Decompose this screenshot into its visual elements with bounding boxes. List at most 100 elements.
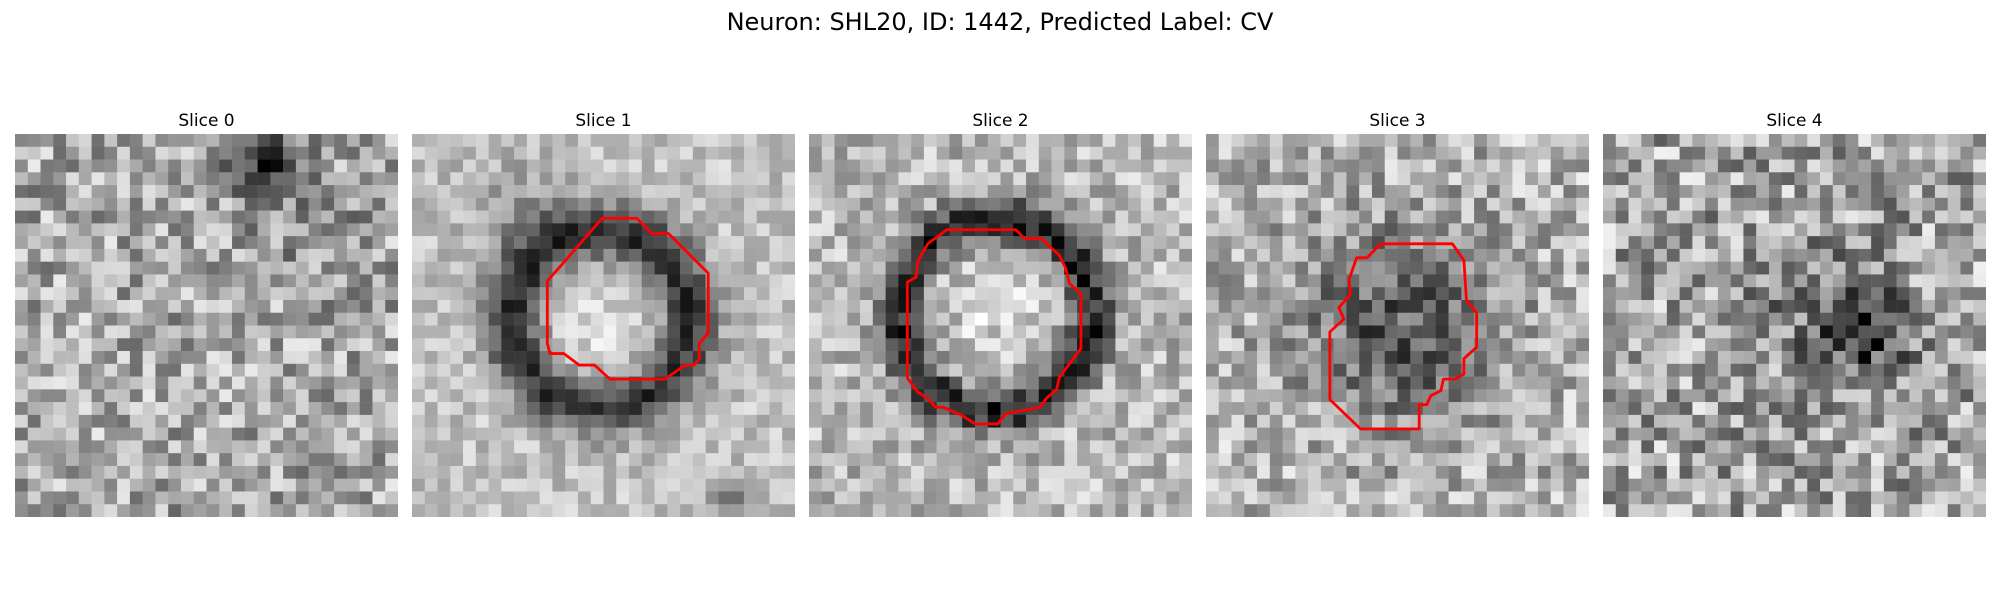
pixel (1947, 134, 1961, 148)
pixel (1371, 274, 1385, 288)
pixel (1896, 159, 1910, 173)
pixel (962, 338, 976, 352)
pixel (78, 299, 92, 313)
pixel (1666, 351, 1680, 365)
pixel (1333, 491, 1347, 505)
pixel (1832, 465, 1846, 479)
pixel (488, 185, 502, 199)
pixel (718, 504, 732, 517)
pixel (1794, 465, 1808, 479)
pixel (1423, 427, 1437, 441)
pixel (1474, 478, 1488, 492)
pixel (1883, 197, 1897, 211)
pixel (1666, 210, 1680, 224)
pixel (539, 453, 553, 467)
pixel (539, 172, 553, 186)
pixel (1960, 427, 1974, 441)
pixel (1077, 453, 1091, 467)
pixel (1371, 159, 1385, 173)
pixel (15, 376, 29, 390)
pixel (129, 248, 143, 262)
pixel (1705, 363, 1719, 377)
pixel (1896, 210, 1910, 224)
pixel (15, 427, 29, 441)
pixel (283, 351, 297, 365)
pixel (1743, 338, 1757, 352)
pixel (1448, 325, 1462, 339)
pixel (974, 299, 988, 313)
pixel (1179, 146, 1192, 160)
pixel (244, 440, 258, 454)
pixel (1550, 338, 1564, 352)
pixel (219, 491, 233, 505)
pixel (1692, 299, 1706, 313)
pixel (641, 363, 655, 377)
pixel (769, 197, 783, 211)
pixel (1013, 325, 1027, 339)
pixel (1628, 274, 1642, 288)
pixel (270, 402, 284, 416)
pixel (1397, 261, 1411, 275)
pixel (1486, 146, 1500, 160)
pixel (1486, 185, 1500, 199)
pixel (1231, 389, 1245, 403)
pixel (1909, 172, 1923, 186)
pixel (872, 351, 886, 365)
pixel (1730, 236, 1744, 250)
pixel (936, 287, 950, 301)
pixel (1692, 504, 1706, 517)
pixel (1461, 414, 1475, 428)
pixel (1537, 389, 1551, 403)
pixel (1410, 274, 1424, 288)
pixel (155, 210, 169, 224)
pixel (1000, 465, 1014, 479)
pixel (219, 210, 233, 224)
pixel (91, 134, 105, 148)
pixel (463, 351, 477, 365)
pixel (1858, 325, 1872, 339)
pixel (1051, 402, 1065, 416)
pixel (821, 453, 835, 467)
pixel (1537, 134, 1551, 148)
pixel (949, 197, 963, 211)
pixel (1922, 223, 1936, 237)
pixel (1666, 223, 1680, 237)
pixel (860, 146, 874, 160)
pixel (180, 363, 194, 377)
pixel (1359, 210, 1373, 224)
pixel (346, 236, 360, 250)
pixel (66, 172, 80, 186)
pixel (1435, 504, 1449, 517)
pixel (117, 261, 131, 275)
pixel (1026, 261, 1040, 275)
pixel (1960, 478, 1974, 492)
pixel (1563, 248, 1577, 262)
pixel (860, 351, 874, 365)
pixel (1512, 172, 1526, 186)
pixel (463, 159, 477, 173)
pixel (437, 491, 451, 505)
pixel (1051, 185, 1065, 199)
pixel (1807, 325, 1821, 339)
pixel (1705, 223, 1719, 237)
pixel (1448, 210, 1462, 224)
pixel (1359, 453, 1373, 467)
pixel (756, 440, 770, 454)
pixel (66, 440, 80, 454)
pixel (463, 504, 477, 517)
pixel (1781, 414, 1795, 428)
pixel (1153, 478, 1167, 492)
pixel (1794, 440, 1808, 454)
pixel (1871, 236, 1885, 250)
pixel (168, 440, 182, 454)
pixel (1474, 453, 1488, 467)
pixel (654, 504, 668, 517)
roi-outline (905, 228, 1083, 426)
pixel (463, 376, 477, 390)
pixel (1947, 274, 1961, 288)
pixel (756, 261, 770, 275)
pixel (974, 236, 988, 250)
pixel (1705, 465, 1719, 479)
pixel (244, 414, 258, 428)
pixel (424, 363, 438, 377)
